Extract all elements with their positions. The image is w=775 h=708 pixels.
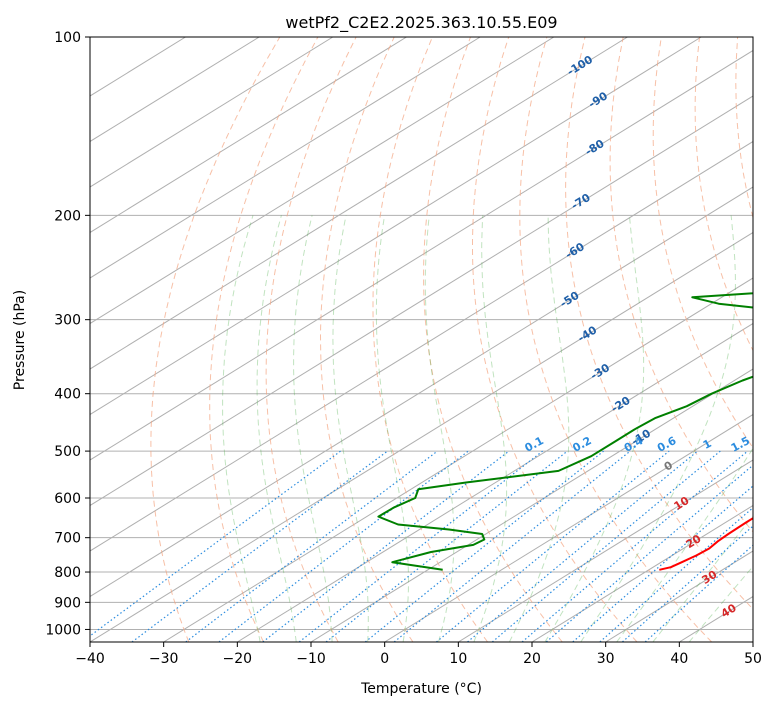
mixing-ratio-line <box>364 450 604 642</box>
x-tick-label: −30 <box>149 651 179 667</box>
plot-frame <box>89 36 754 643</box>
x-axis: −40 −30 −20 −10 0 10 20 30 40 50 <box>75 642 762 667</box>
y-tick-label: 800 <box>54 565 81 581</box>
isotherm-line <box>90 37 481 279</box>
isotherm-line <box>90 37 555 325</box>
mixing-ratio-line <box>262 450 510 642</box>
mixing-ratio-line <box>572 485 753 642</box>
moist-adiabat <box>544 215 645 642</box>
isotherm-line <box>384 413 753 642</box>
y-tick-label: 400 <box>54 387 81 403</box>
chart-title: wetPf2_C2E2.2025.363.10.55.E09 <box>285 13 557 33</box>
mixing-ratio-line <box>436 450 670 642</box>
dry-adiabat <box>565 37 753 610</box>
dry-adiabat <box>423 37 563 642</box>
mixing-ratio-line <box>90 450 341 637</box>
x-tick-label: 10 <box>449 651 467 667</box>
isotherm-line <box>458 459 753 642</box>
x-tick-label: 50 <box>744 651 762 667</box>
isotherm-line <box>90 49 753 461</box>
mixing-ratio-line <box>393 450 631 642</box>
x-tick-label: 20 <box>523 651 541 667</box>
x-tick-label: 0 <box>380 651 389 667</box>
isotherm-line <box>90 37 407 234</box>
moist-adiabat <box>293 215 333 642</box>
mixing-ratio-line <box>491 450 721 642</box>
y-tick-label: 1000 <box>45 622 81 638</box>
moist-adiabat <box>332 215 369 642</box>
mixing-ratio-line <box>521 450 749 642</box>
dry-adiabat <box>150 37 281 642</box>
isotherm-line <box>752 641 753 642</box>
isotherm-line <box>163 277 753 642</box>
y-axis-label: Pressure (hPa) <box>12 290 28 390</box>
dry-adiabat <box>265 37 357 642</box>
dewpoint-profile-line <box>377 292 753 571</box>
isotherm-line <box>310 368 753 642</box>
moist-adiabat <box>616 447 753 642</box>
series-layer <box>377 292 753 571</box>
isotherm-line <box>90 37 702 416</box>
x-tick-label: −20 <box>223 651 253 667</box>
background-lines <box>90 37 753 642</box>
mixing-ratio-line <box>467 450 698 642</box>
temperature-profile-line <box>659 517 753 571</box>
isotherm-line <box>90 37 334 188</box>
plot-background <box>90 37 753 642</box>
y-tick-label: 500 <box>54 444 81 460</box>
mixing-ratio-label: 2 <box>760 437 773 452</box>
x-tick-label: −40 <box>75 651 105 667</box>
isotherm-line <box>531 504 753 642</box>
dry-adiabat <box>319 37 414 642</box>
dry-adiabat <box>472 37 638 642</box>
moist-adiabat <box>256 215 297 642</box>
mixing-ratio-line <box>218 450 469 642</box>
y-tick-label: 300 <box>54 313 81 329</box>
moist-adiabat <box>508 215 570 642</box>
mixing-ratio-line <box>325 450 568 642</box>
moist-adiabat <box>473 215 508 642</box>
moist-adiabat <box>424 215 455 642</box>
y-tick-label: 900 <box>54 595 81 611</box>
moist-adiabat <box>375 215 409 642</box>
isotherm-line <box>90 186 753 598</box>
isotherm-line <box>237 322 753 642</box>
dry-adiabat <box>609 37 753 533</box>
dry-adiabat <box>652 37 753 449</box>
mixing-ratio-line <box>644 544 753 642</box>
isotherm-line <box>90 95 753 507</box>
isotherm-line <box>90 140 753 552</box>
moist-adiabat <box>580 215 736 642</box>
y-tick-label: 700 <box>54 531 81 547</box>
dry-adiabat <box>372 37 489 642</box>
x-tick-label: 30 <box>597 651 615 667</box>
isotherm-line <box>90 231 753 642</box>
x-tick-label: −10 <box>296 651 326 667</box>
y-axis: 100 200 300 400 500 600 700 800 900 1000 <box>45 30 90 638</box>
mixing-ratio-line <box>185 450 438 642</box>
moist-adiabat <box>222 215 261 642</box>
isotherm-line <box>90 37 628 370</box>
x-axis-label: Temperature (°C) <box>360 681 482 697</box>
isotherm-line <box>90 37 260 143</box>
y-tick-label: 600 <box>54 491 81 507</box>
y-tick-label: 200 <box>54 208 81 224</box>
dry-adiabat <box>519 37 713 642</box>
dry-adiabat <box>209 37 319 642</box>
x-tick-label: 40 <box>670 651 688 667</box>
y-tick-label: 100 <box>54 30 81 46</box>
mixing-ratio-line <box>621 525 753 642</box>
